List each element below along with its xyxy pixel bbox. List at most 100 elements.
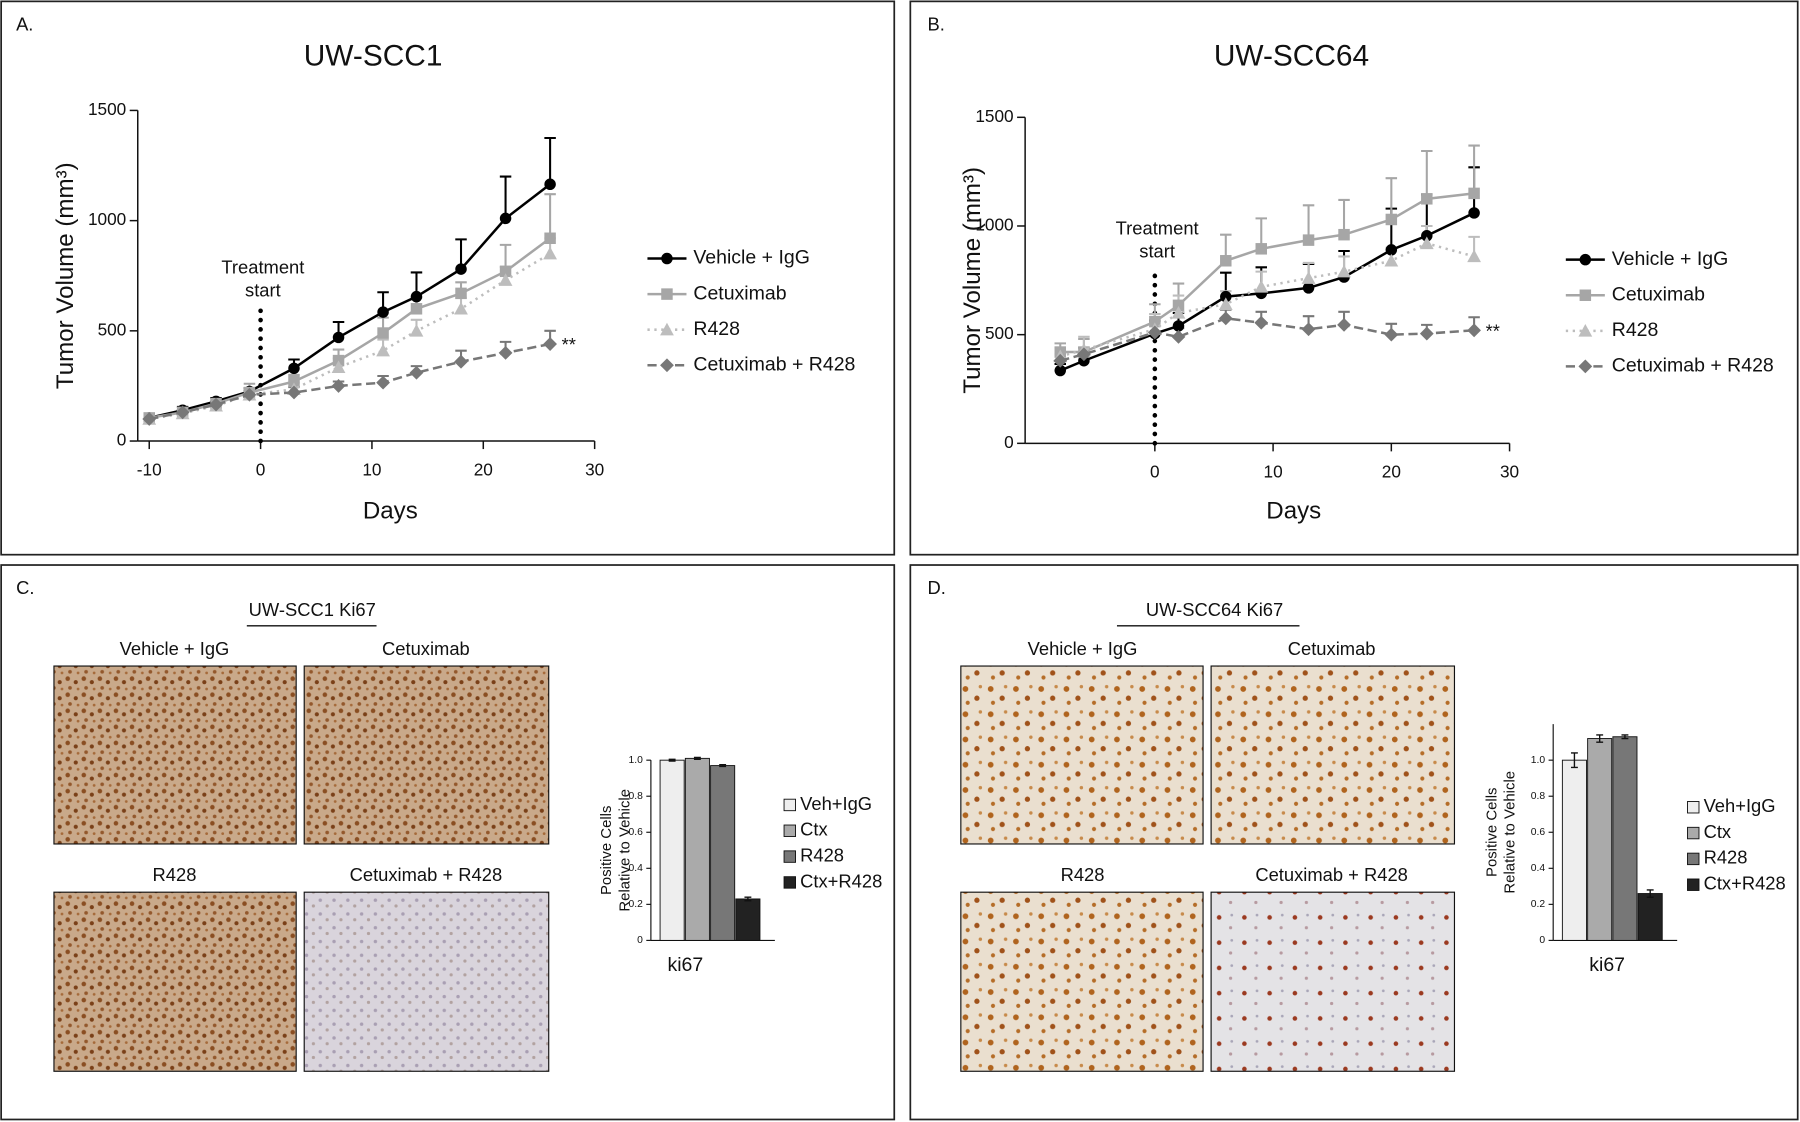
legend-label: R428 — [800, 844, 844, 865]
legend-label: Vehicle + IgG — [693, 247, 810, 269]
panel-frame — [0, 0, 896, 556]
series-line — [148, 342, 551, 421]
micrographs: UW-SCC1 Ki67 Vehicle + IgG Cetuximab R42… — [53, 599, 1456, 1072]
y-tick-label: 0 — [1539, 935, 1545, 946]
panel-label: A. — [16, 13, 33, 34]
marker — [543, 246, 557, 260]
marker — [454, 354, 468, 369]
y-tick-label: 0.8 — [628, 791, 643, 802]
annotation: ** — [1486, 320, 1500, 341]
marker — [498, 345, 513, 360]
marker — [1149, 315, 1161, 328]
marker — [1254, 315, 1269, 330]
marker — [1384, 327, 1399, 342]
y-axis-title: Positive Cells — [1483, 788, 1500, 877]
error-bar — [744, 896, 752, 902]
x-tick-label: -10 — [137, 459, 162, 479]
x-tick-label: 0 — [1150, 462, 1160, 482]
marker — [499, 212, 512, 225]
marker — [1468, 207, 1480, 219]
legend-label: Ctx — [1704, 821, 1732, 842]
y-tick-label: 1500 — [975, 106, 1013, 126]
marker — [1419, 326, 1434, 341]
series-line — [1059, 242, 1475, 358]
bar-chart: 0 0.2 0.4 0.6 0.8 1.0 Positive Cells Relative t… — [598, 755, 882, 976]
x-tick-label: ki67 — [1589, 954, 1625, 976]
marker — [410, 303, 423, 315]
y-tick-label: 500 — [985, 323, 1014, 343]
annotation: start — [245, 280, 281, 301]
legend-swatch — [1687, 878, 1700, 891]
marker — [142, 412, 157, 426]
y-axis-title: Tumor Volume (mm³) — [52, 162, 79, 389]
y-tick-label: 1.0 — [1531, 755, 1546, 766]
bar — [1612, 736, 1638, 941]
marker — [1385, 213, 1398, 226]
marker — [1220, 255, 1232, 267]
chart-title: UW-SCC1 — [304, 39, 443, 72]
error-bar — [1621, 734, 1629, 740]
micrograph-title: UW-SCC64 Ki67 — [1146, 599, 1283, 620]
x-axis-title: Days — [1266, 498, 1321, 525]
x-tick-label: 20 — [474, 459, 493, 479]
y-tick-label: 0.8 — [1531, 791, 1546, 802]
y-tick-label: 0.4 — [1531, 863, 1546, 874]
legend-label: Cetuximab + R428 — [1612, 355, 1774, 377]
marker — [1255, 243, 1268, 255]
micrograph-image — [303, 665, 550, 845]
annotation: Treatment — [221, 257, 304, 278]
marker — [1218, 311, 1233, 326]
marker — [1254, 279, 1269, 293]
legend-label: Cetuximab + R428 — [693, 353, 855, 375]
marker — [544, 178, 556, 191]
error-bar — [499, 175, 512, 219]
legend-swatch — [1687, 801, 1700, 814]
error-bar — [544, 136, 556, 185]
marker — [1419, 236, 1434, 250]
marker — [1421, 193, 1433, 205]
x-tick-label: ki67 — [667, 954, 703, 976]
bar — [1587, 738, 1613, 941]
legend-swatch — [1687, 826, 1700, 840]
marker — [332, 331, 345, 344]
x-tick-label: 30 — [1500, 462, 1519, 482]
bar — [1561, 759, 1587, 941]
marker — [1421, 230, 1433, 242]
legend-label: Ctx+R428 — [1704, 873, 1786, 894]
line-chart: UW-SCC1 Days Tumor Volume (mm³) 0 500 1000 150… — [52, 39, 855, 524]
legend-marker — [1579, 253, 1592, 266]
y-axis-title: Relative to Vehicle — [1502, 771, 1519, 894]
image-label: R428 — [153, 864, 197, 885]
error-bar — [544, 193, 556, 239]
marker — [455, 263, 467, 275]
marker — [499, 265, 512, 278]
legend-label: Veh+IgG — [800, 793, 872, 814]
micrograph-image — [960, 891, 1204, 1072]
marker — [1301, 322, 1316, 337]
marker — [376, 375, 390, 390]
x-tick-label: 10 — [1264, 462, 1283, 482]
legend-label: Ctx — [800, 819, 828, 840]
legend-marker — [1578, 323, 1593, 337]
marker — [544, 232, 556, 245]
marker — [288, 375, 300, 388]
legend-label: Cetuximab — [693, 282, 786, 304]
panel-label: C. — [16, 577, 34, 598]
y-tick-label: 500 — [98, 319, 127, 339]
marker — [1172, 320, 1185, 332]
micrograph-image — [1210, 891, 1456, 1072]
error-bar — [1570, 752, 1578, 769]
legend-swatch — [1687, 852, 1700, 866]
chart-title: UW-SCC64 — [1214, 39, 1369, 72]
y-tick-label: 1000 — [975, 215, 1013, 235]
line-chart: UW-SCC64 Days Tumor Volume (mm³) 0 500 1000 15… — [959, 39, 1774, 524]
marker — [1467, 323, 1481, 338]
y-tick-label: 0 — [1004, 432, 1014, 452]
marker — [409, 323, 424, 337]
marker — [376, 343, 390, 357]
micrograph-image — [53, 665, 297, 845]
marker — [1218, 297, 1233, 310]
marker — [410, 290, 423, 303]
legend-marker — [660, 322, 674, 336]
